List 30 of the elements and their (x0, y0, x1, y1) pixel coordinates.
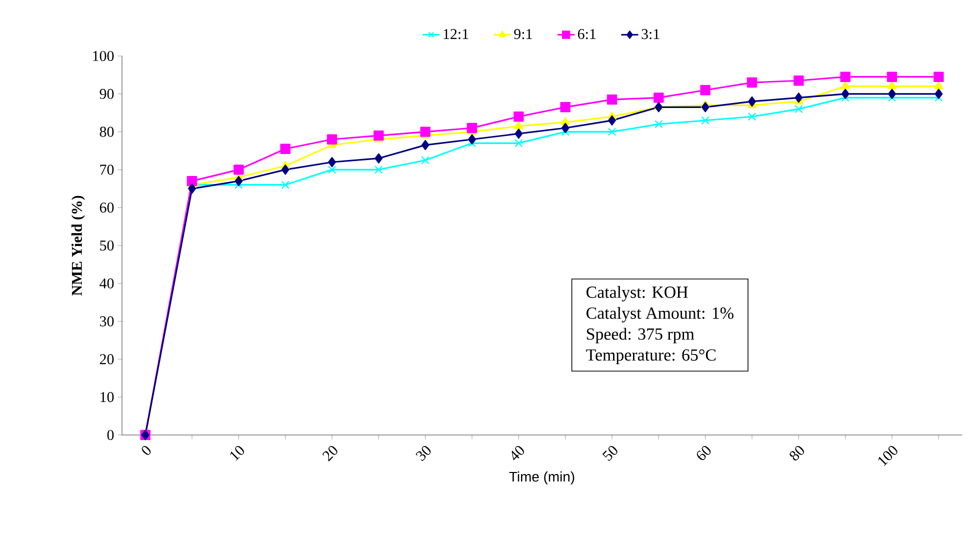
x-axis-title: Time (min) (509, 471, 574, 484)
x-tick-label: 80 (790, 446, 804, 460)
x-tick-label: 20 (322, 446, 338, 462)
y-tick-label: 100 (93, 50, 114, 62)
annotation: Temperature: 65°C (586, 349, 716, 364)
y-axis-title: NME Yield (%) (71, 196, 85, 296)
y-tick-label: 30 (100, 316, 114, 326)
y-tick-label: 10 (100, 392, 114, 402)
legend-label: 12:1 (444, 29, 468, 40)
y-tick-label: 50 (100, 240, 114, 251)
y-tick-label: 80 (100, 126, 114, 137)
x-tick-label: 50 (602, 446, 618, 462)
x-tick-label: 40 (512, 446, 524, 460)
legend-label: 9:1 (514, 29, 532, 40)
y-tick-label: 20 (100, 354, 114, 364)
annotation: Speed: 375 rpm (586, 328, 694, 344)
x-tick-label: 10 (230, 446, 244, 461)
x-tick-label: 30 (416, 446, 431, 462)
legend-label: 6:1 (578, 29, 596, 40)
annotation: Catalyst Amount: 1% (586, 306, 734, 322)
y-tick-label: 90 (100, 88, 114, 99)
y-tick-label: 60 (100, 202, 114, 213)
x-tick-label: 100 (878, 446, 898, 466)
y-tick-label: 0 (107, 430, 114, 440)
annotation: Catalyst: KOH (586, 286, 688, 302)
x-tick-label: 60 (696, 446, 711, 460)
y-tick-label: 40 (100, 278, 114, 288)
y-tick-label: 70 (100, 164, 114, 175)
legend-label: 3:1 (642, 29, 660, 40)
x-tick-label: 0 (142, 446, 151, 455)
